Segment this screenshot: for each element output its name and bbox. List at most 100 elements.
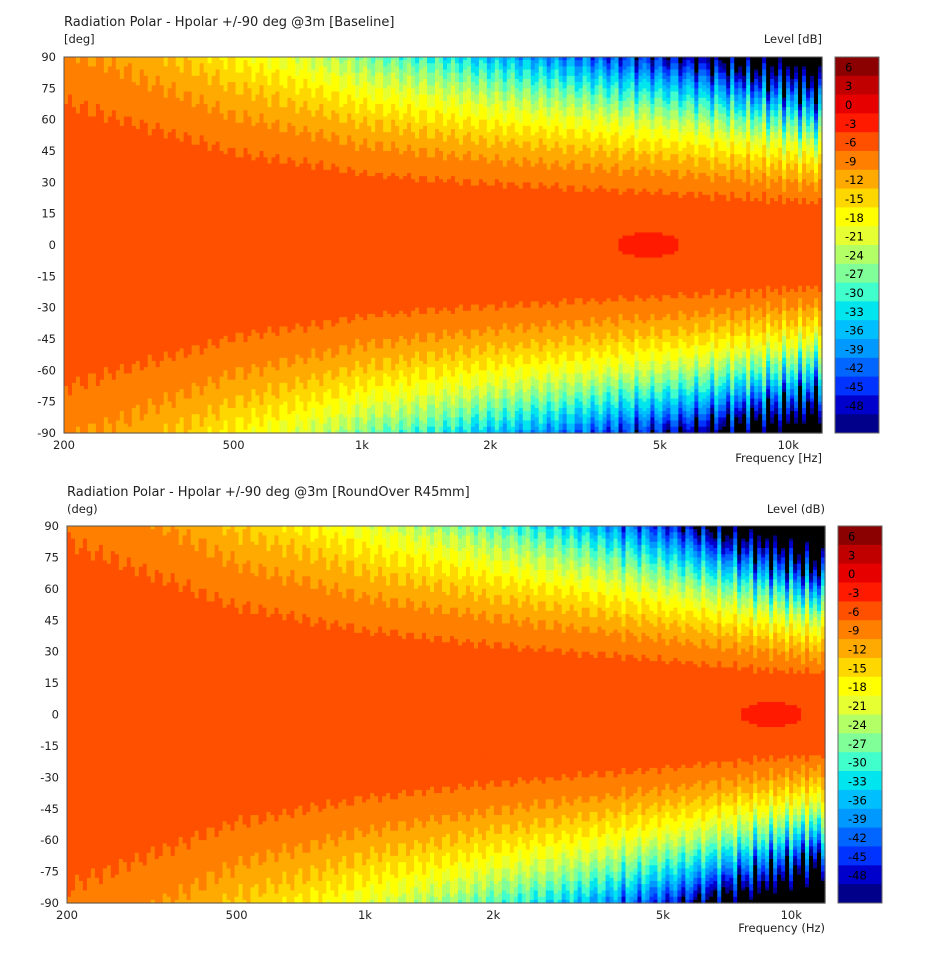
heatmap-cell — [123, 398, 129, 403]
heatmap-cell — [83, 245, 89, 249]
heatmap-cell — [131, 392, 137, 396]
heatmap-cell — [79, 310, 85, 315]
heatmap-cell — [127, 273, 133, 277]
heatmap-cell — [127, 151, 133, 155]
heatmap-cell — [127, 216, 133, 221]
heatmap-cell — [103, 122, 109, 127]
heatmap-cell — [83, 357, 89, 362]
heatmap-cell — [67, 282, 73, 287]
heatmap-cell — [75, 404, 81, 409]
heatmap-cell — [111, 276, 117, 281]
heatmap-cell — [103, 229, 109, 234]
heatmap-cell — [103, 392, 109, 396]
heatmap-cell — [64, 326, 69, 331]
heatmap-cell — [79, 88, 85, 93]
heatmap-cell — [79, 376, 85, 381]
heatmap-cell — [64, 60, 69, 64]
heatmap-cell — [127, 122, 133, 127]
heatmap-cell — [95, 169, 101, 174]
heatmap-cell — [131, 270, 137, 274]
heatmap-cell — [127, 113, 133, 118]
heatmap-cell — [131, 198, 137, 202]
heatmap-cell — [75, 345, 81, 349]
heatmap-cell — [123, 119, 129, 124]
heatmap-cell — [64, 63, 69, 67]
heatmap-cell — [115, 317, 121, 321]
heatmap-cell — [64, 138, 69, 143]
heatmap-cell — [79, 144, 85, 149]
heatmap-cell — [87, 57, 93, 61]
heatmap-cell — [79, 260, 85, 265]
heatmap-cell — [103, 342, 109, 346]
heatmap-cell — [99, 135, 105, 140]
heatmap-cell — [119, 57, 125, 61]
heatmap-cell — [119, 69, 125, 74]
heatmap-cell — [75, 129, 81, 133]
heatmap-cell — [75, 119, 81, 124]
heatmap-cell — [111, 229, 117, 234]
heatmap-cell — [67, 298, 73, 302]
heatmap-cell — [75, 282, 81, 287]
heatmap-cell — [71, 392, 77, 396]
heatmap-cell — [111, 113, 117, 118]
heatmap-cell — [119, 407, 125, 412]
heatmap-cell — [123, 132, 129, 136]
heatmap-cell — [131, 398, 137, 403]
heatmap-cell — [131, 254, 137, 259]
heatmap-cell — [64, 169, 69, 174]
heatmap-cell — [64, 386, 69, 390]
heatmap-cell — [67, 125, 73, 130]
heatmap-cell — [64, 248, 69, 252]
heatmap-cell — [71, 176, 77, 180]
heatmap-cell — [119, 382, 125, 387]
heatmap-cell — [123, 69, 129, 74]
heatmap-cell — [71, 389, 77, 393]
heatmap-cell — [107, 270, 113, 274]
heatmap-cell — [83, 348, 89, 353]
heatmap-cell — [135, 223, 141, 227]
heatmap-cell — [135, 273, 141, 277]
heatmap-cell — [79, 254, 85, 259]
heatmap-cell — [123, 288, 129, 293]
heatmap-cell — [67, 266, 73, 271]
heatmap-cell — [115, 166, 121, 171]
heatmap-cell — [119, 323, 125, 328]
heatmap-cell — [67, 241, 73, 246]
heatmap-cell — [79, 426, 85, 431]
heatmap-cell — [79, 404, 85, 409]
heatmap-cell — [83, 194, 89, 199]
heatmap-cell — [111, 69, 117, 74]
heatmap-cell — [79, 367, 85, 371]
heatmap-cell — [75, 273, 81, 277]
heatmap-cell — [87, 216, 93, 221]
heatmap-cell — [79, 60, 85, 64]
heatmap-cell — [83, 401, 89, 406]
heatmap-cell — [99, 238, 105, 243]
heatmap-cell — [111, 307, 117, 312]
heatmap-cell — [87, 285, 93, 290]
heatmap-cell — [123, 100, 129, 105]
heatmap-cell — [135, 226, 141, 230]
heatmap-cell — [103, 379, 109, 384]
heatmap-cell — [64, 182, 69, 187]
heatmap-cell — [99, 426, 105, 431]
heatmap-cell — [95, 57, 101, 61]
heatmap-cell — [75, 329, 81, 334]
heatmap-cell — [91, 326, 97, 331]
heatmap-cell — [75, 370, 81, 375]
heatmap-cell — [71, 201, 77, 205]
heatmap-cell — [67, 176, 73, 180]
heatmap-cell — [87, 210, 93, 215]
heatmap-cell — [135, 163, 141, 168]
heatmap-cell — [79, 360, 85, 365]
heatmap-cell — [75, 66, 81, 71]
heatmap-cell — [67, 110, 73, 114]
heatmap-cell — [103, 141, 109, 146]
heatmap-cell — [64, 376, 69, 381]
heatmap-cell — [119, 94, 125, 99]
heatmap-cell — [83, 157, 89, 161]
heatmap-cell — [79, 69, 85, 74]
heatmap-cell — [119, 116, 125, 121]
heatmap-cell — [79, 182, 85, 187]
heatmap-cell — [131, 279, 137, 284]
